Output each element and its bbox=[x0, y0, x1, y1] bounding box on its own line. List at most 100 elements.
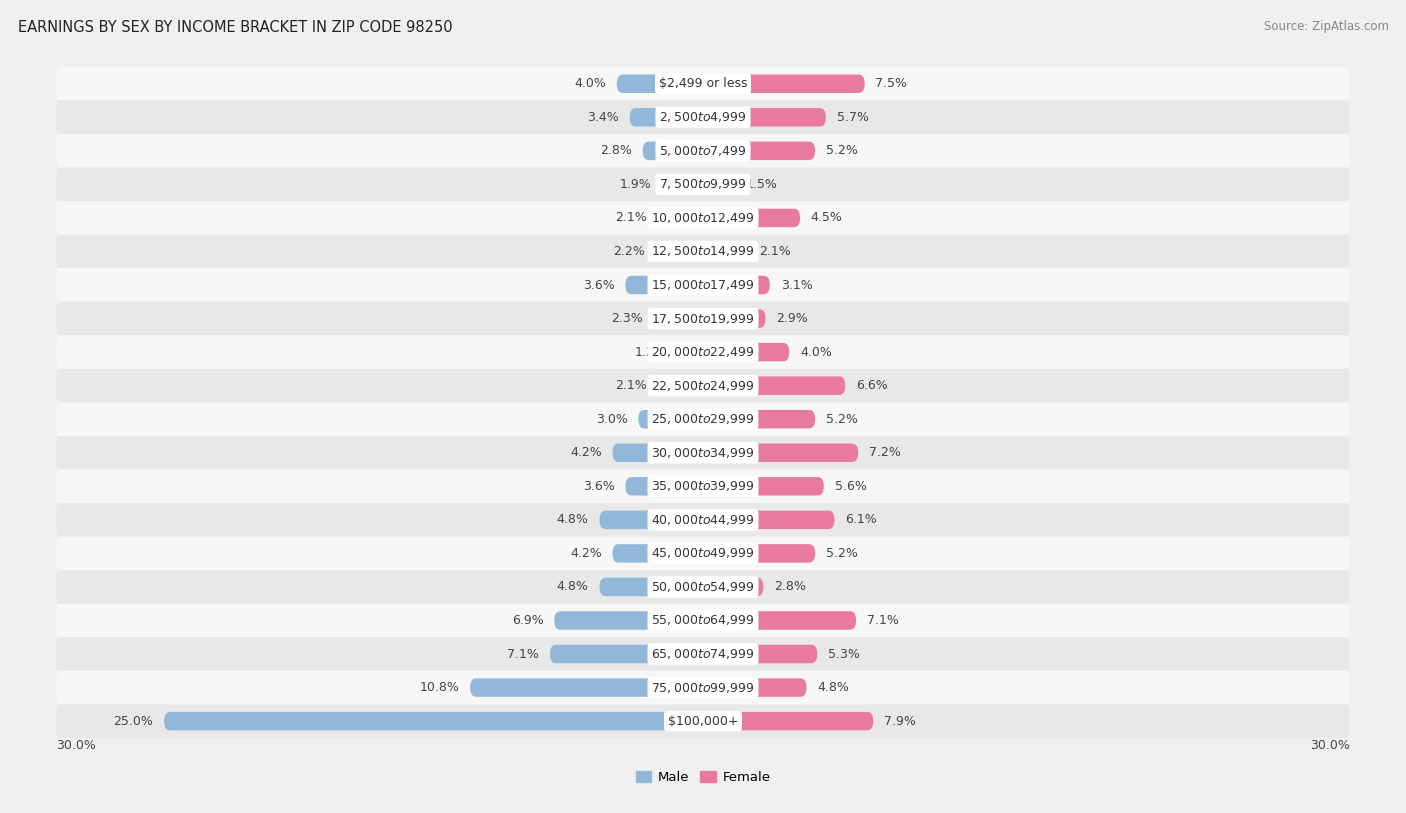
Text: 5.3%: 5.3% bbox=[828, 647, 860, 660]
FancyBboxPatch shape bbox=[703, 678, 807, 697]
FancyBboxPatch shape bbox=[617, 75, 703, 93]
FancyBboxPatch shape bbox=[703, 511, 835, 529]
FancyBboxPatch shape bbox=[165, 712, 703, 730]
FancyBboxPatch shape bbox=[599, 578, 703, 596]
FancyBboxPatch shape bbox=[703, 410, 815, 428]
FancyBboxPatch shape bbox=[56, 201, 1350, 235]
Text: $75,000 to $99,999: $75,000 to $99,999 bbox=[651, 680, 755, 694]
Text: $25,000 to $29,999: $25,000 to $29,999 bbox=[651, 412, 755, 426]
Text: 2.1%: 2.1% bbox=[759, 245, 790, 258]
Text: $10,000 to $12,499: $10,000 to $12,499 bbox=[651, 211, 755, 225]
Text: 2.8%: 2.8% bbox=[775, 580, 806, 593]
Text: $20,000 to $22,499: $20,000 to $22,499 bbox=[651, 345, 755, 359]
FancyBboxPatch shape bbox=[56, 369, 1350, 402]
Text: 7.1%: 7.1% bbox=[508, 647, 538, 660]
FancyBboxPatch shape bbox=[56, 470, 1350, 503]
FancyBboxPatch shape bbox=[703, 578, 763, 596]
FancyBboxPatch shape bbox=[662, 175, 703, 193]
Text: 3.6%: 3.6% bbox=[583, 480, 614, 493]
FancyBboxPatch shape bbox=[703, 309, 765, 328]
Text: 7.2%: 7.2% bbox=[869, 446, 901, 459]
Text: 4.8%: 4.8% bbox=[557, 513, 589, 526]
FancyBboxPatch shape bbox=[658, 376, 703, 395]
FancyBboxPatch shape bbox=[56, 671, 1350, 704]
FancyBboxPatch shape bbox=[703, 376, 845, 395]
Text: 4.8%: 4.8% bbox=[817, 681, 849, 694]
FancyBboxPatch shape bbox=[599, 511, 703, 529]
FancyBboxPatch shape bbox=[703, 477, 824, 496]
FancyBboxPatch shape bbox=[703, 544, 815, 563]
FancyBboxPatch shape bbox=[630, 108, 703, 127]
Text: 1.5%: 1.5% bbox=[747, 178, 778, 191]
Text: $12,500 to $14,999: $12,500 to $14,999 bbox=[651, 245, 755, 259]
FancyBboxPatch shape bbox=[550, 645, 703, 663]
FancyBboxPatch shape bbox=[703, 75, 865, 93]
FancyBboxPatch shape bbox=[654, 309, 703, 328]
Text: 7.5%: 7.5% bbox=[876, 77, 907, 90]
FancyBboxPatch shape bbox=[703, 611, 856, 630]
FancyBboxPatch shape bbox=[56, 604, 1350, 637]
Text: 2.3%: 2.3% bbox=[610, 312, 643, 325]
Text: 2.1%: 2.1% bbox=[616, 211, 647, 224]
Text: $100,000+: $100,000+ bbox=[668, 715, 738, 728]
Text: 7.1%: 7.1% bbox=[868, 614, 898, 627]
FancyBboxPatch shape bbox=[56, 436, 1350, 470]
FancyBboxPatch shape bbox=[470, 678, 703, 697]
FancyBboxPatch shape bbox=[56, 67, 1350, 101]
Text: EARNINGS BY SEX BY INCOME BRACKET IN ZIP CODE 98250: EARNINGS BY SEX BY INCOME BRACKET IN ZIP… bbox=[18, 20, 453, 35]
FancyBboxPatch shape bbox=[703, 276, 770, 294]
Text: 30.0%: 30.0% bbox=[1310, 739, 1350, 752]
Text: $22,500 to $24,999: $22,500 to $24,999 bbox=[651, 379, 755, 393]
Text: 3.1%: 3.1% bbox=[780, 279, 813, 292]
FancyBboxPatch shape bbox=[56, 537, 1350, 570]
FancyBboxPatch shape bbox=[56, 268, 1350, 302]
FancyBboxPatch shape bbox=[638, 410, 703, 428]
Text: 4.2%: 4.2% bbox=[569, 547, 602, 560]
FancyBboxPatch shape bbox=[703, 444, 858, 462]
FancyBboxPatch shape bbox=[703, 343, 789, 361]
Text: $7,500 to $9,999: $7,500 to $9,999 bbox=[659, 177, 747, 191]
Text: 5.7%: 5.7% bbox=[837, 111, 869, 124]
FancyBboxPatch shape bbox=[554, 611, 703, 630]
Text: 6.1%: 6.1% bbox=[845, 513, 877, 526]
FancyBboxPatch shape bbox=[703, 141, 815, 160]
FancyBboxPatch shape bbox=[56, 101, 1350, 134]
FancyBboxPatch shape bbox=[56, 704, 1350, 738]
Text: 4.0%: 4.0% bbox=[574, 77, 606, 90]
Text: Source: ZipAtlas.com: Source: ZipAtlas.com bbox=[1264, 20, 1389, 33]
Text: 2.1%: 2.1% bbox=[616, 379, 647, 392]
Text: 7.9%: 7.9% bbox=[884, 715, 915, 728]
FancyBboxPatch shape bbox=[56, 134, 1350, 167]
Text: 1.2%: 1.2% bbox=[634, 346, 666, 359]
FancyBboxPatch shape bbox=[703, 108, 825, 127]
Text: $17,500 to $19,999: $17,500 to $19,999 bbox=[651, 311, 755, 325]
FancyBboxPatch shape bbox=[56, 570, 1350, 604]
FancyBboxPatch shape bbox=[56, 167, 1350, 201]
FancyBboxPatch shape bbox=[56, 302, 1350, 335]
Text: $30,000 to $34,999: $30,000 to $34,999 bbox=[651, 446, 755, 460]
FancyBboxPatch shape bbox=[678, 343, 703, 361]
Text: 5.6%: 5.6% bbox=[835, 480, 866, 493]
FancyBboxPatch shape bbox=[56, 335, 1350, 369]
Text: 5.2%: 5.2% bbox=[825, 413, 858, 426]
Text: $65,000 to $74,999: $65,000 to $74,999 bbox=[651, 647, 755, 661]
FancyBboxPatch shape bbox=[56, 235, 1350, 268]
Text: 2.8%: 2.8% bbox=[600, 145, 631, 158]
Text: $40,000 to $44,999: $40,000 to $44,999 bbox=[651, 513, 755, 527]
Text: 5.2%: 5.2% bbox=[825, 145, 858, 158]
Text: $35,000 to $39,999: $35,000 to $39,999 bbox=[651, 480, 755, 493]
Text: 5.2%: 5.2% bbox=[825, 547, 858, 560]
FancyBboxPatch shape bbox=[626, 276, 703, 294]
Text: $55,000 to $64,999: $55,000 to $64,999 bbox=[651, 614, 755, 628]
Text: 25.0%: 25.0% bbox=[114, 715, 153, 728]
Text: $5,000 to $7,499: $5,000 to $7,499 bbox=[659, 144, 747, 158]
Text: 4.8%: 4.8% bbox=[557, 580, 589, 593]
Text: 2.9%: 2.9% bbox=[776, 312, 808, 325]
FancyBboxPatch shape bbox=[655, 242, 703, 261]
Text: $15,000 to $17,499: $15,000 to $17,499 bbox=[651, 278, 755, 292]
Text: 30.0%: 30.0% bbox=[56, 739, 96, 752]
Text: 1.9%: 1.9% bbox=[620, 178, 651, 191]
FancyBboxPatch shape bbox=[703, 209, 800, 227]
Text: 10.8%: 10.8% bbox=[419, 681, 460, 694]
FancyBboxPatch shape bbox=[658, 209, 703, 227]
